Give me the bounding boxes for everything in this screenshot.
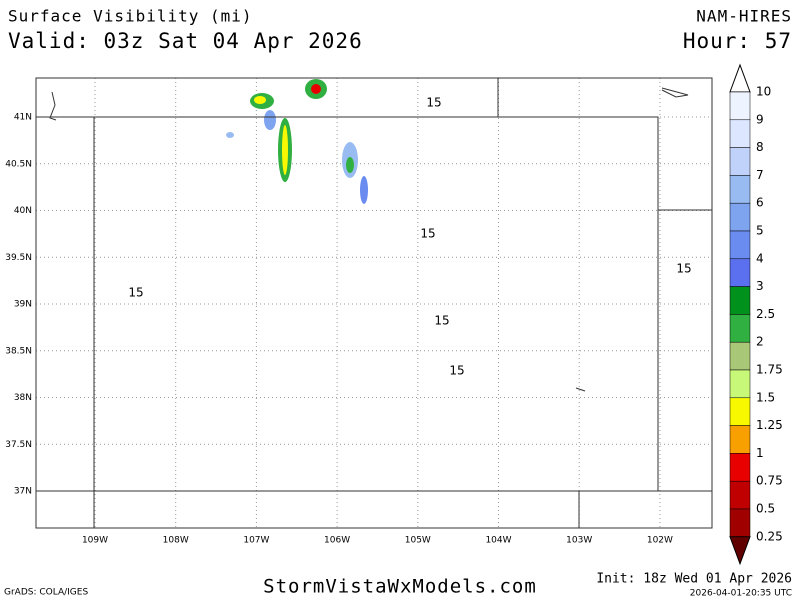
colorbar-box <box>729 369 751 399</box>
blob <box>264 110 276 130</box>
colorbar-bottom <box>729 536 751 566</box>
state-border <box>93 116 659 492</box>
model-name: NAM-HIRES <box>696 7 792 26</box>
colorbar-top <box>729 63 751 93</box>
lon-label: 108W <box>163 536 189 546</box>
grid <box>36 78 712 528</box>
colorbar-label: 0.25 <box>756 529 783 543</box>
precip-areas <box>226 79 368 204</box>
colorbar-box <box>729 230 751 260</box>
contour-label: 15 <box>434 314 449 328</box>
lat-label: 37.5N <box>5 440 32 450</box>
labels: 109W 108W 107W 106W 105W 104W 103W 102W 41N 40.5N… <box>5 96 691 546</box>
colorbar-label: 1.5 <box>756 390 775 404</box>
lat-label: 40.5N <box>5 159 32 169</box>
colorbar-box <box>729 480 751 510</box>
contour-label: 15 <box>426 96 441 110</box>
timestamp: 2026-04-01-20:35 UTC <box>690 589 792 599</box>
lat-label: 37N <box>14 487 32 497</box>
lon-label: 109W <box>82 536 108 546</box>
blob <box>346 157 354 173</box>
colorbar-box <box>729 314 751 343</box>
colorbar-box <box>729 147 751 176</box>
contour-label: 15 <box>676 262 691 276</box>
credit: GrADS: COLA/IGES <box>4 588 88 598</box>
colorbar-label: 9 <box>756 112 764 126</box>
lon-label: 104W <box>485 536 511 546</box>
colorbar-label: 4 <box>756 251 764 265</box>
colorbar-label: 2 <box>756 335 764 349</box>
colorbar-box <box>729 508 751 538</box>
colorbar-label: 8 <box>756 140 764 154</box>
colorbar-box <box>729 175 751 204</box>
site: StormVistaWxModels.com <box>263 576 537 598</box>
colorbar-box <box>729 258 751 287</box>
colorbar-box <box>729 91 751 121</box>
blob <box>226 132 234 138</box>
colorbar-label: 3 <box>756 279 764 293</box>
colorbar-label: 1.75 <box>756 363 783 377</box>
colorbar-box <box>729 119 751 148</box>
colorbar-label: 10 <box>756 85 771 99</box>
forecast-hour: Hour: 57 <box>683 29 792 53</box>
colorbar: 10 9 8 7 6 5 4 3 2.5 2 1.75 1.5 1.25 1 0.75 0.5 0.25 <box>729 63 783 566</box>
colorbar-label: 0.75 <box>756 474 783 488</box>
colorbar-box <box>729 425 751 454</box>
lon-label: 103W <box>566 536 592 546</box>
blob <box>254 96 266 104</box>
map-frame <box>35 77 713 529</box>
colorbar-box <box>729 397 751 426</box>
init-time: Init: 18z Wed 01 Apr 2026 <box>596 572 792 587</box>
contour-label: 15 <box>128 286 143 300</box>
blob <box>311 84 321 94</box>
colorbar-label: 6 <box>756 196 764 210</box>
colorbar-box <box>729 341 751 371</box>
colorbar-box <box>729 453 751 482</box>
contour-label: 15 <box>420 227 435 241</box>
lakes <box>49 87 689 392</box>
lat-label: 41N <box>14 113 32 123</box>
valid-time: Valid: 03z Sat 04 Apr 2026 <box>8 29 363 53</box>
lat-label: 39N <box>14 300 32 310</box>
lon-label: 107W <box>243 536 269 546</box>
lon-label: 106W <box>324 536 350 546</box>
blob <box>360 176 368 204</box>
contour-label: 15 <box>449 364 464 378</box>
colorbar-label: 7 <box>756 168 764 182</box>
lat-label: 40N <box>14 206 32 216</box>
colorbar-box <box>729 286 751 315</box>
lon-label: 102W <box>647 536 673 546</box>
borders <box>35 77 713 529</box>
colorbar-box <box>729 202 751 232</box>
colorbar-label: 2.5 <box>756 307 775 321</box>
lat-label: 39.5N <box>5 253 32 263</box>
colorbar-label: 5 <box>756 224 764 238</box>
title: Surface Visibility (mi) <box>8 7 253 26</box>
lat-label: 38N <box>14 393 32 403</box>
colorbar-label: 1.25 <box>756 418 783 432</box>
lat-label: 38.5N <box>5 346 32 356</box>
colorbar-label: 1 <box>756 446 764 460</box>
lon-label: 105W <box>405 536 431 546</box>
blob <box>282 125 288 175</box>
colorbar-label: 0.5 <box>756 502 775 516</box>
state-lines <box>36 78 712 528</box>
